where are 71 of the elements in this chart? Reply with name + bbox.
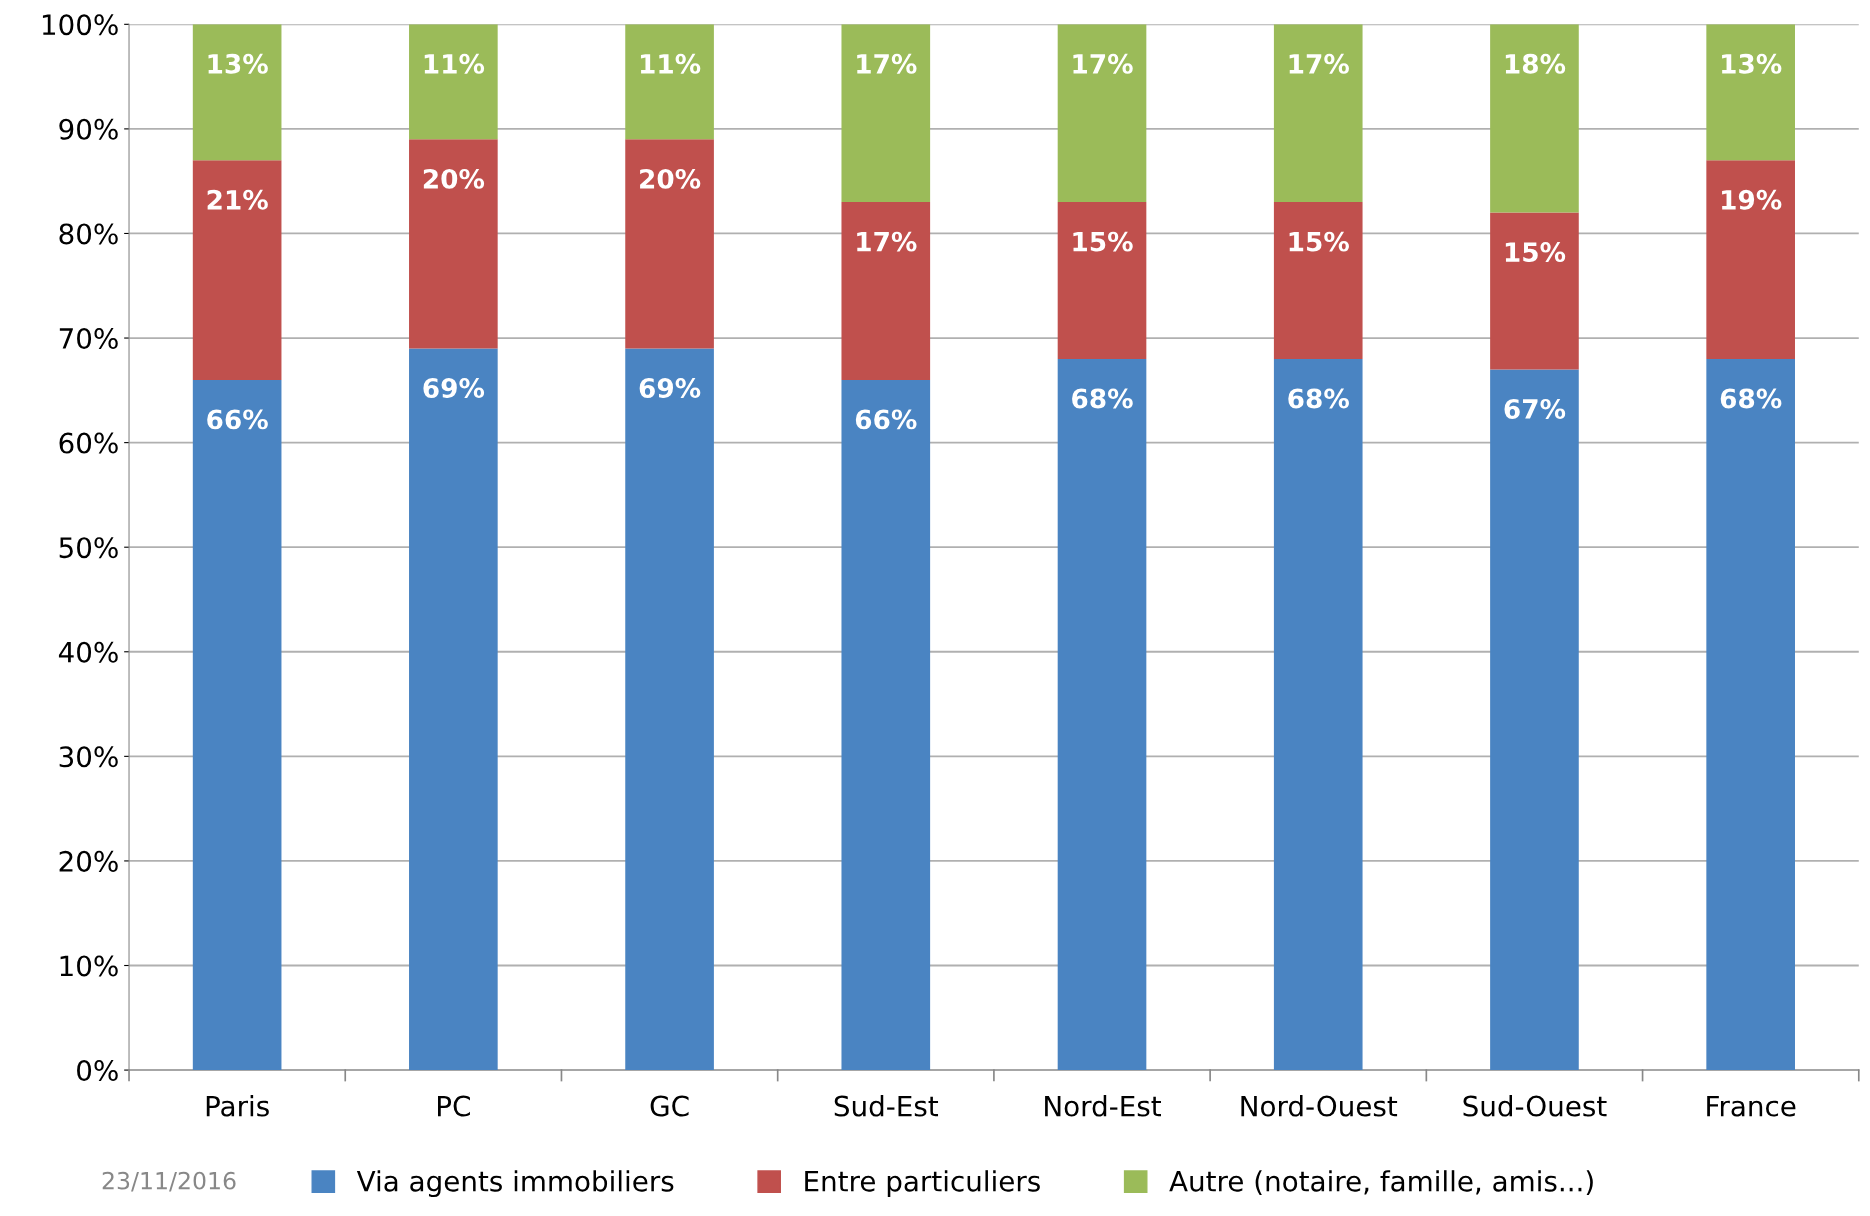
bar (1273, 202, 1363, 359)
data-label: 13% (1722, 53, 1782, 74)
bar (625, 24, 714, 140)
data-label: 15% (1073, 231, 1133, 252)
x-tick-label: Sud-Ouest (1463, 1095, 1607, 1117)
bar (841, 202, 931, 380)
bar (1273, 358, 1363, 1071)
x-tick-label: Paris (206, 1095, 269, 1117)
data-label: 17% (1289, 53, 1349, 74)
bar (1706, 24, 1795, 161)
data-label: 13% (208, 53, 268, 74)
bar (841, 24, 931, 203)
data-label: 21% (207, 189, 268, 210)
data-label: 18% (1505, 53, 1566, 74)
y-tick-label: 50% (59, 537, 118, 559)
x-tick-label: Nord-Ouest (1241, 1095, 1398, 1117)
bar (409, 24, 498, 140)
text: 23/11/2016 (102, 1171, 236, 1192)
bar (192, 160, 282, 380)
bar (1057, 24, 1147, 203)
x-tick-label: GC (650, 1095, 689, 1117)
data-label: 19% (1722, 189, 1782, 210)
legend-label: Entre particuliers (805, 1170, 1040, 1198)
data-label: 20% (423, 168, 485, 189)
x-tick-label: France (1707, 1095, 1796, 1117)
data-label: 17% (857, 53, 917, 74)
bar (625, 139, 714, 349)
bar (1706, 358, 1795, 1071)
data-label: 66% (855, 409, 917, 430)
bar (1490, 212, 1579, 370)
bar (625, 348, 714, 1071)
y-tick-label: 10% (60, 955, 118, 977)
data-label: 69% (423, 378, 485, 398)
data-label: 68% (1720, 388, 1782, 409)
data-label: 66% (207, 409, 268, 430)
legend-label: Autre (notaire, famille, amis...) (1169, 1170, 1593, 1195)
bar (409, 139, 498, 349)
bar (1490, 24, 1579, 213)
y-tick-label: 20% (59, 850, 118, 872)
y-tick-label: 70% (59, 327, 118, 349)
data-label: 67% (1504, 398, 1566, 419)
bar (1490, 369, 1579, 1071)
bar (1057, 358, 1147, 1071)
y-tick-label: 40% (58, 641, 118, 663)
data-label: 69% (639, 378, 701, 398)
bar (192, 24, 282, 161)
x-tick-label: PC (438, 1095, 470, 1117)
bar (841, 379, 931, 1071)
legend-label: Via agents immobiliers (356, 1170, 674, 1198)
y-tick-label: 90% (59, 118, 118, 140)
x-tick-label: Nord-Est (1045, 1095, 1161, 1117)
data-label: 68% (1288, 388, 1349, 409)
x-tick-label: Sud-Est (834, 1095, 939, 1117)
bar (192, 379, 282, 1071)
y-tick-label: 30% (59, 746, 118, 768)
bar (409, 348, 498, 1071)
bar (1706, 160, 1795, 359)
data-label: 11% (640, 53, 701, 74)
data-label: 68% (1072, 388, 1133, 409)
y-tick-label: 100% (42, 14, 118, 36)
bar (1057, 202, 1147, 359)
y-tick-label: 0% (77, 1060, 118, 1082)
y-tick-label: 80% (59, 223, 118, 245)
y-tick-label: 60% (59, 432, 118, 454)
data-label: 15% (1289, 231, 1349, 252)
data-label: 11% (424, 53, 485, 74)
data-label: 15% (1505, 242, 1566, 263)
bar (1273, 24, 1363, 203)
data-label: 17% (857, 231, 917, 252)
data-label: 20% (640, 168, 701, 189)
data-label: 17% (1073, 53, 1133, 74)
